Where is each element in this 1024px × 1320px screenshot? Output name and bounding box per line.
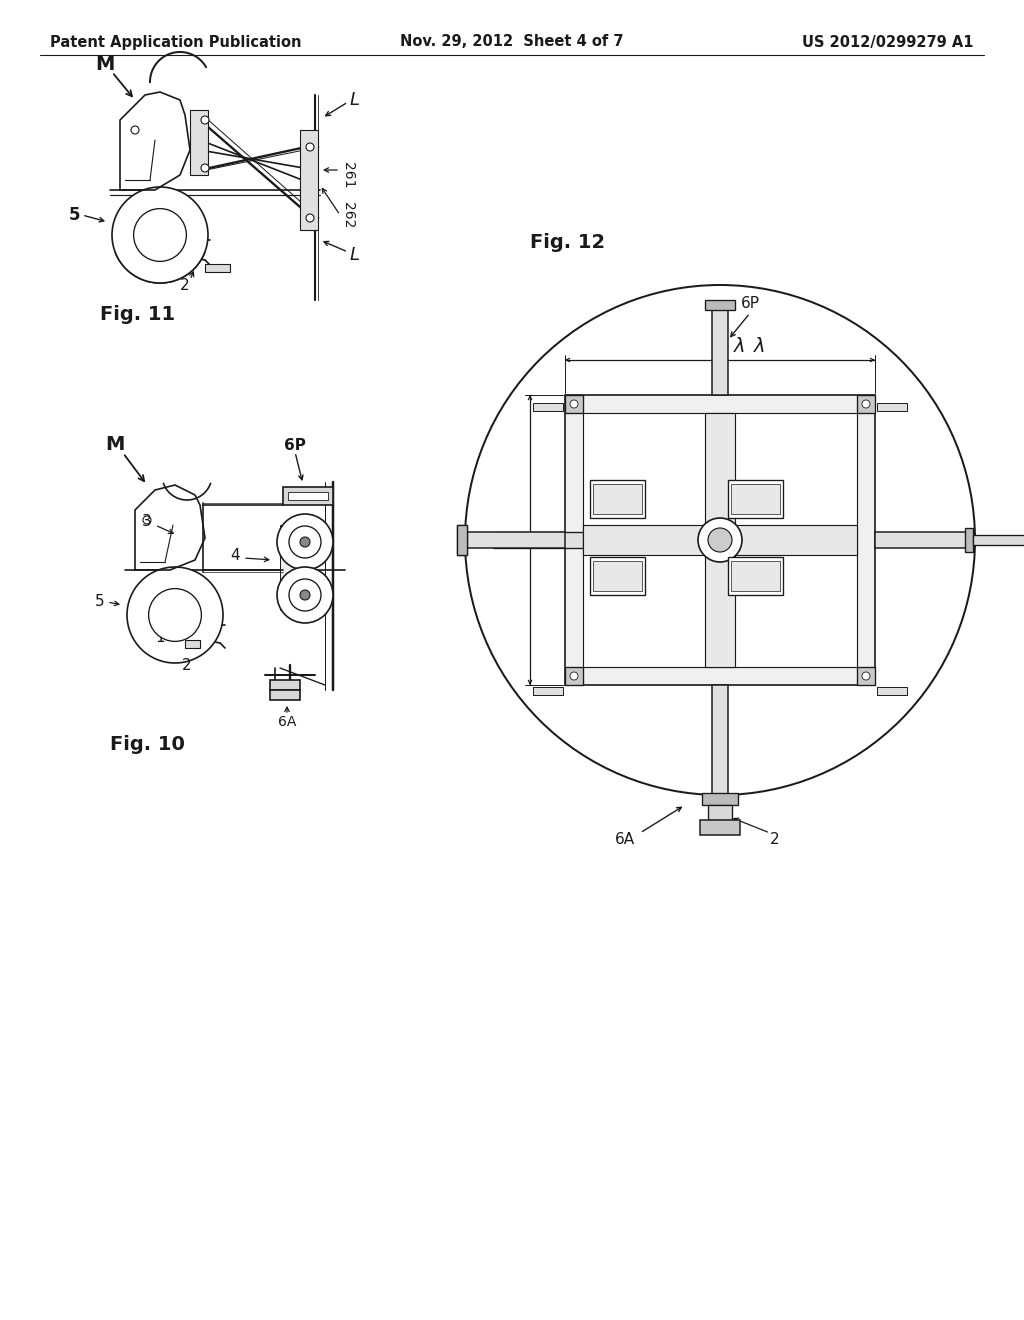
Bar — [590, 557, 645, 595]
Circle shape — [306, 143, 314, 150]
Bar — [565, 667, 583, 685]
Circle shape — [862, 672, 870, 680]
Bar — [593, 561, 642, 591]
Bar — [702, 793, 738, 805]
Text: 6A: 6A — [615, 833, 635, 847]
Text: 2: 2 — [180, 277, 189, 293]
Bar — [565, 395, 583, 413]
Circle shape — [278, 568, 333, 623]
Bar — [973, 535, 1024, 545]
Bar — [857, 395, 874, 413]
Text: Fig. 11: Fig. 11 — [100, 305, 175, 325]
Bar — [565, 395, 874, 685]
Circle shape — [570, 400, 578, 408]
Text: Patent Application Publication: Patent Application Publication — [50, 34, 301, 49]
Circle shape — [127, 568, 223, 663]
Circle shape — [112, 187, 208, 282]
Circle shape — [131, 125, 139, 135]
Circle shape — [698, 517, 742, 562]
Circle shape — [278, 513, 333, 570]
Bar — [965, 528, 973, 552]
Text: 6P: 6P — [740, 296, 760, 310]
Text: λ: λ — [734, 337, 745, 355]
Text: L: L — [350, 246, 360, 264]
Bar — [728, 480, 783, 517]
Bar — [590, 480, 645, 517]
Bar — [170, 257, 185, 265]
Circle shape — [300, 537, 310, 546]
Text: 1: 1 — [156, 631, 165, 645]
Circle shape — [201, 164, 209, 172]
Text: 4: 4 — [230, 548, 240, 562]
Bar — [457, 525, 467, 554]
Circle shape — [289, 525, 321, 558]
Bar — [874, 532, 970, 548]
Bar — [700, 820, 740, 836]
Text: Fig. 10: Fig. 10 — [110, 735, 185, 755]
Text: λ: λ — [755, 337, 766, 355]
Circle shape — [570, 672, 578, 680]
Circle shape — [289, 579, 321, 611]
Text: 3: 3 — [142, 515, 152, 529]
Bar — [877, 403, 907, 411]
Bar — [270, 680, 300, 690]
Bar — [705, 300, 735, 310]
Bar — [534, 686, 563, 696]
Text: 2: 2 — [182, 657, 191, 672]
Text: 5: 5 — [70, 206, 81, 224]
Bar — [728, 557, 783, 595]
Text: X: X — [508, 531, 520, 549]
Bar — [283, 487, 333, 506]
Text: 261: 261 — [341, 162, 355, 189]
Bar — [205, 264, 230, 272]
Text: 6P: 6P — [284, 437, 306, 453]
Bar — [288, 492, 328, 500]
Circle shape — [306, 214, 314, 222]
Bar — [583, 525, 857, 554]
Bar — [583, 413, 857, 667]
Circle shape — [465, 285, 975, 795]
Bar — [185, 640, 200, 648]
Bar — [857, 667, 874, 685]
Circle shape — [862, 400, 870, 408]
Circle shape — [708, 528, 732, 552]
Bar — [300, 129, 318, 230]
Circle shape — [201, 116, 209, 124]
Bar — [593, 484, 642, 513]
Text: M: M — [95, 55, 115, 74]
Circle shape — [143, 516, 151, 524]
Bar — [280, 525, 310, 610]
Text: Fig. 12: Fig. 12 — [530, 234, 605, 252]
Bar — [465, 532, 565, 548]
Text: M: M — [105, 436, 125, 454]
Text: US 2012/0299279 A1: US 2012/0299279 A1 — [803, 34, 974, 49]
Bar — [712, 685, 728, 795]
Circle shape — [148, 589, 202, 642]
Bar — [190, 110, 208, 176]
Text: 6A: 6A — [278, 715, 296, 729]
Text: 2: 2 — [770, 833, 780, 847]
Bar — [731, 561, 780, 591]
Bar — [705, 413, 735, 667]
Text: Nov. 29, 2012  Sheet 4 of 7: Nov. 29, 2012 Sheet 4 of 7 — [400, 34, 624, 49]
Bar — [712, 305, 728, 395]
Text: 262: 262 — [341, 202, 355, 228]
Bar — [493, 532, 583, 548]
Bar — [534, 403, 563, 411]
Bar — [270, 690, 300, 700]
Circle shape — [300, 590, 310, 601]
Text: 5: 5 — [95, 594, 104, 610]
Bar — [877, 686, 907, 696]
Text: L: L — [350, 91, 360, 110]
Bar — [731, 484, 780, 513]
Bar — [457, 525, 467, 554]
Circle shape — [133, 209, 186, 261]
Bar — [708, 805, 732, 820]
